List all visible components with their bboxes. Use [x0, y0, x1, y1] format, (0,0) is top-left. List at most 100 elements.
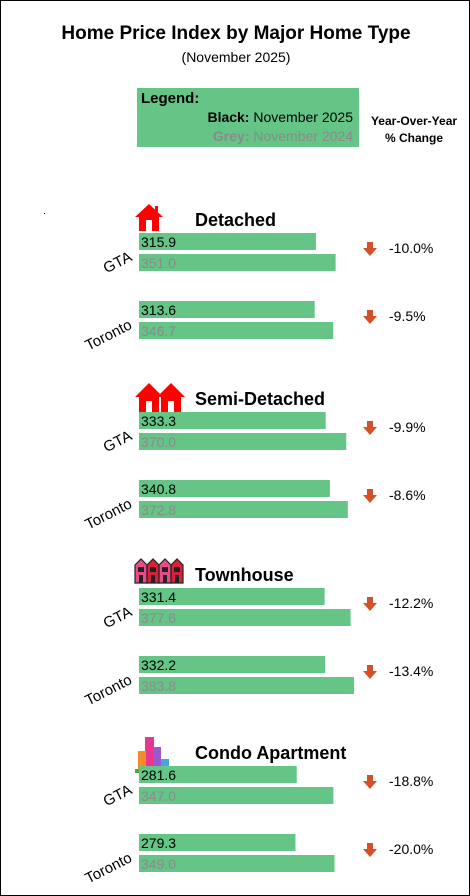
house-door-1 — [146, 401, 152, 412]
home-type-title: Detached — [195, 210, 276, 230]
region-label: Toronto — [83, 671, 135, 709]
value-label-nov-2024: 347.0 — [141, 788, 176, 804]
house-door-2 — [168, 401, 174, 412]
down-arrow-icon — [363, 421, 377, 435]
stray-dot — [44, 213, 45, 214]
region-label: GTA — [101, 603, 135, 632]
legend-box: Legend: Black: November 2025 Grey: Novem… — [137, 88, 359, 147]
value-label-nov-2025: 313.6 — [141, 302, 176, 318]
bar-nov-2025 — [139, 588, 325, 605]
arrow-head — [363, 495, 377, 503]
legend-black-key: Black: — [207, 109, 250, 125]
value-label-nov-2024: 346.7 — [141, 323, 176, 339]
region-label: Toronto — [83, 495, 135, 533]
value-label-nov-2025: 332.2 — [141, 657, 176, 673]
value-label-nov-2024: 383.8 — [141, 678, 176, 694]
arrow-head — [363, 671, 377, 679]
region-label: Toronto — [83, 316, 135, 354]
down-arrow-icon — [363, 775, 377, 789]
down-arrow-icon — [363, 843, 377, 857]
region-label: GTA — [101, 248, 135, 277]
bar-nov-2025 — [139, 766, 297, 783]
bar-nov-2024 — [139, 322, 334, 339]
bar-nov-2025 — [139, 834, 296, 851]
yoy-change-value: -9.9% — [389, 419, 426, 435]
legend-black-value: November 2025 — [253, 109, 353, 125]
value-label-nov-2024: 349.0 — [141, 856, 176, 872]
value-label-nov-2025: 331.4 — [141, 589, 176, 605]
bar-nov-2025 — [139, 656, 326, 673]
chart-subtitle: (November 2025) — [181, 49, 291, 65]
legend-grey-value: November 2024 — [253, 128, 353, 144]
arrow-shaft — [367, 310, 373, 317]
value-label-nov-2024: 377.6 — [141, 610, 176, 626]
home-type-title: Condo Apartment — [195, 743, 346, 763]
condo-tower-orange — [138, 751, 146, 773]
legend-previous-entry: Grey: November 2024 — [213, 128, 353, 144]
arrow-head — [363, 427, 377, 435]
townhouse-window-4 — [174, 567, 180, 572]
townhouse-icon — [134, 558, 184, 584]
value-label-nov-2025: 340.8 — [141, 481, 176, 497]
house-shape-1 — [135, 383, 163, 412]
yoy-change-value: -9.5% — [389, 308, 426, 324]
yoy-column-header: Year-Over-Year % Change — [361, 113, 467, 147]
value-label-nov-2025: 315.9 — [141, 234, 176, 250]
bar-nov-2024 — [139, 501, 348, 518]
yoy-change-value: -18.8% — [389, 773, 433, 789]
arrow-head — [363, 781, 377, 789]
condo-tower-purple — [153, 747, 161, 773]
yoy-change-value: -10.0% — [389, 240, 433, 256]
townhouse-door-4 — [175, 575, 179, 583]
bar-nov-2024 — [139, 787, 334, 804]
value-label-nov-2025: 279.3 — [141, 835, 176, 851]
townhouse-window-3 — [162, 567, 168, 572]
value-label-nov-2025: 281.6 — [141, 767, 176, 783]
townhouse-window-2 — [150, 567, 156, 572]
bar-nov-2024 — [139, 677, 354, 694]
legend-current-entry: Black: November 2025 — [207, 109, 353, 125]
arrow-shaft — [367, 489, 373, 496]
arrow-shaft — [367, 843, 373, 850]
down-arrow-icon — [363, 665, 377, 679]
yoy-change-value: -13.4% — [389, 663, 433, 679]
bar-nov-2024 — [139, 609, 351, 626]
region-label: Toronto — [83, 849, 135, 887]
arrow-shaft — [367, 665, 373, 672]
arrow-shaft — [367, 242, 373, 249]
region-label: GTA — [101, 427, 135, 456]
condo-tower-pink — [145, 737, 154, 773]
townhouse-door-3 — [163, 575, 167, 583]
down-arrow-icon — [363, 242, 377, 256]
arrow-head — [363, 316, 377, 324]
house-shape-2 — [157, 383, 185, 412]
bar-nov-2025 — [139, 233, 316, 250]
chart-title: Home Price Index by Major Home Type — [61, 23, 411, 44]
yoy-header-line-2: % Change — [384, 131, 443, 145]
bar-nov-2024 — [139, 855, 335, 872]
townhouse-door-2 — [151, 575, 155, 583]
yoy-change-value: -8.6% — [389, 487, 426, 503]
bar-nov-2024 — [139, 254, 336, 271]
value-label-nov-2025: 333.3 — [141, 413, 176, 429]
semi-detached-houses-icon — [135, 383, 185, 412]
arrow-head — [363, 248, 377, 256]
down-arrow-icon — [363, 597, 377, 611]
arrow-head — [363, 849, 377, 857]
detached-house-icon — [135, 204, 163, 231]
house-chimney — [155, 206, 158, 212]
yoy-change-value: -12.2% — [389, 595, 433, 611]
value-label-nov-2024: 351.0 — [141, 255, 176, 271]
region-label: GTA — [101, 781, 135, 810]
yoy-change-value: -20.0% — [389, 841, 433, 857]
legend-grey-key: Grey: — [212, 128, 250, 144]
yoy-header-line-1: Year-Over-Year — [370, 114, 458, 128]
arrow-shaft — [367, 597, 373, 604]
bar-nov-2024 — [139, 433, 347, 450]
bar-nov-2025 — [139, 301, 315, 318]
arrow-head — [363, 603, 377, 611]
arrow-shaft — [367, 775, 373, 782]
bar-nov-2025 — [139, 480, 330, 497]
